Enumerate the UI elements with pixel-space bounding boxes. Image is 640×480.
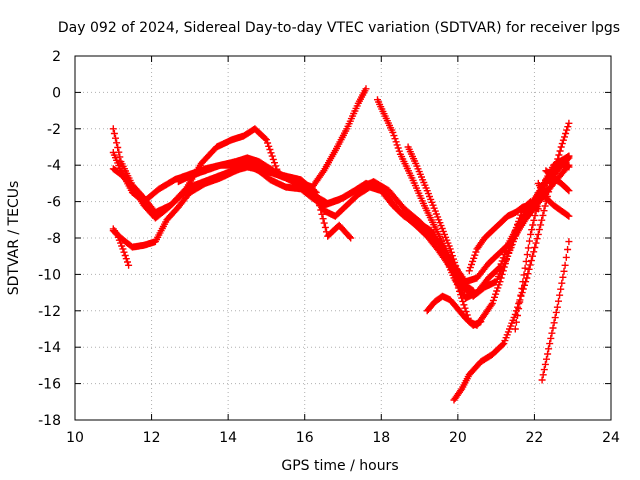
- plus-markers: [465, 201, 542, 275]
- x-tick-label: 14: [219, 430, 237, 446]
- y-tick-label: -4: [47, 158, 61, 174]
- plus-markers: [174, 152, 573, 286]
- x-tick-label: 16: [296, 430, 314, 446]
- y-tick-label: -16: [38, 377, 61, 393]
- y-tick-label: 0: [52, 85, 61, 101]
- x-tick-label: 20: [449, 430, 467, 446]
- series-track-11: [465, 201, 542, 275]
- plus-markers: [450, 119, 573, 404]
- x-axis-ticks: 10 12 14 16 18 20 22 24: [66, 56, 620, 446]
- series-track-15: [542, 167, 573, 195]
- y-tick-label: -12: [38, 304, 61, 320]
- x-tick-label: 18: [372, 430, 390, 446]
- chart-title: Day 092 of 2024, Sidereal Day-to-day VTE…: [58, 20, 620, 36]
- series-track-8: [404, 143, 477, 295]
- series-track-9: [423, 292, 485, 329]
- plus-markers: [538, 238, 573, 384]
- series-track-6: [174, 152, 573, 286]
- grid: [75, 56, 611, 420]
- y-tick-label: -18: [38, 413, 61, 429]
- data-points: [109, 85, 573, 404]
- plus-markers: [534, 179, 573, 220]
- x-tick-label: 22: [526, 430, 544, 446]
- x-tick-label: 12: [143, 430, 161, 446]
- series-track-4: [109, 225, 133, 269]
- y-tick-label: -10: [38, 267, 61, 283]
- series-track-16: [538, 238, 573, 384]
- y-tick-label: -2: [47, 122, 61, 138]
- x-axis-label: GPS time / hours: [281, 458, 398, 474]
- y-axis-label: SDTVAR / TECUs: [6, 181, 22, 296]
- plus-markers: [109, 225, 133, 269]
- y-tick-label: -6: [47, 195, 61, 211]
- y-tick-label: 2: [52, 49, 61, 65]
- series-track-10: [450, 119, 573, 404]
- y-axis-ticks: 2 0 -2 -4 -6 -8 -10 -12 -14 -16 -18: [38, 49, 611, 429]
- plus-markers: [542, 167, 573, 195]
- plus-markers: [423, 292, 485, 329]
- plus-markers: [404, 143, 477, 295]
- y-tick-label: -8: [47, 231, 61, 247]
- series-track-14: [534, 179, 573, 220]
- x-tick-label: 24: [602, 430, 620, 446]
- y-tick-label: -14: [38, 340, 61, 356]
- x-tick-label: 10: [66, 430, 84, 446]
